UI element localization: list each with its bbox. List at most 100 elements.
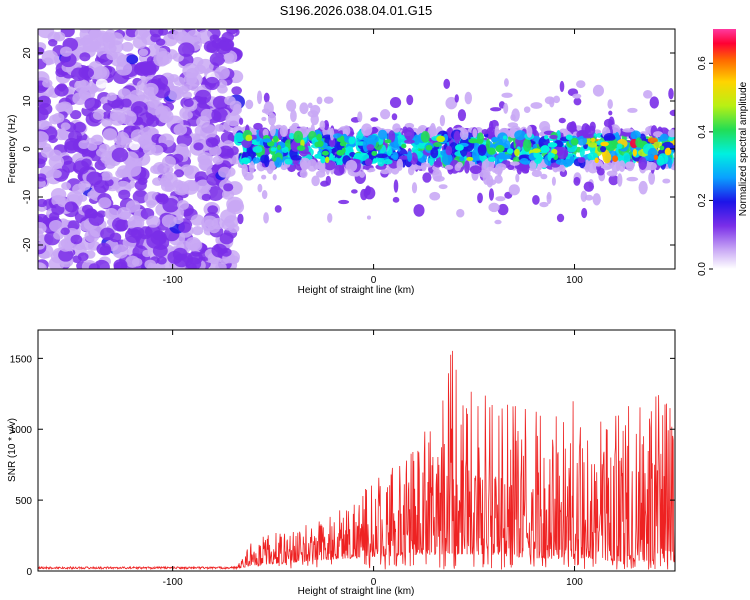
heatmap-cell bbox=[106, 92, 117, 101]
heatmap-cell bbox=[101, 118, 113, 128]
heatmap-cell bbox=[223, 183, 234, 192]
heatmap-cell bbox=[60, 122, 71, 131]
heatmap-cell bbox=[256, 90, 263, 105]
x-tick-label: 0 bbox=[371, 275, 377, 286]
heatmap-cell bbox=[556, 146, 569, 160]
heatmap-cell bbox=[603, 135, 616, 141]
heatmap-cell bbox=[173, 169, 185, 178]
heatmap-cell bbox=[143, 82, 159, 97]
heatmap-cell bbox=[88, 212, 105, 226]
heatmap-cell bbox=[466, 156, 474, 162]
heatmap-cell bbox=[489, 107, 502, 112]
heatmap-cell bbox=[234, 132, 245, 143]
heatmap-cell bbox=[495, 144, 505, 153]
heatmap-cell bbox=[459, 128, 469, 141]
heatmap-cell bbox=[84, 97, 100, 111]
heatmap-cell bbox=[339, 141, 346, 147]
heatmap-cell bbox=[317, 140, 324, 148]
heatmap-cell bbox=[197, 58, 214, 74]
heatmap-cell bbox=[67, 220, 80, 231]
heatmap-cell bbox=[241, 163, 248, 178]
heatmap-cell bbox=[514, 130, 527, 141]
heatmap-cell bbox=[79, 52, 91, 62]
heatmap-cell bbox=[375, 164, 387, 170]
heatmap-cell bbox=[172, 247, 188, 261]
heatmap-cell bbox=[190, 214, 205, 226]
heatmap-cell bbox=[195, 89, 212, 104]
heatmap-cell bbox=[54, 84, 69, 97]
heatmap-cell bbox=[429, 156, 434, 166]
heatmap-cell bbox=[138, 48, 149, 57]
heatmap-cell bbox=[332, 164, 345, 176]
spectrogram-heatmap bbox=[38, 29, 675, 269]
heatmap-cell bbox=[617, 173, 623, 187]
heatmap-cell bbox=[54, 128, 69, 141]
heatmap-cell bbox=[38, 262, 45, 269]
heatmap-cell bbox=[445, 145, 453, 156]
heatmap-cell bbox=[507, 164, 515, 171]
heatmap-cell bbox=[626, 176, 639, 182]
heatmap-cell bbox=[406, 94, 414, 106]
heatmap-cell bbox=[120, 211, 131, 220]
heatmap-cell bbox=[659, 145, 665, 151]
heatmap-cell bbox=[325, 156, 330, 164]
heatmap-cell bbox=[357, 111, 363, 123]
heatmap-cell bbox=[38, 119, 50, 130]
heatmap-cell bbox=[40, 146, 54, 158]
heatmap-cell bbox=[149, 29, 164, 38]
heatmap-cell bbox=[608, 110, 613, 116]
heatmap-cell bbox=[115, 169, 127, 179]
heatmap-cell bbox=[325, 175, 332, 186]
heatmap-cell bbox=[206, 186, 224, 201]
colorbar-gradient bbox=[713, 29, 736, 269]
heatmap-cell bbox=[588, 141, 598, 148]
heatmap-cell bbox=[377, 129, 388, 140]
heatmap-cell bbox=[41, 50, 59, 65]
heatmap-cell bbox=[262, 138, 272, 143]
heatmap-cell bbox=[577, 156, 586, 164]
heatmap-cell bbox=[583, 181, 595, 192]
heatmap-cell bbox=[263, 92, 270, 103]
heatmap-cell bbox=[392, 196, 400, 203]
heatmap-cell bbox=[556, 213, 565, 223]
heatmap-cell bbox=[433, 160, 443, 168]
heatmap-cell bbox=[296, 145, 306, 151]
heatmap-cell bbox=[60, 46, 73, 57]
heatmap-cell bbox=[73, 160, 90, 175]
heatmap-cell bbox=[84, 229, 100, 243]
heatmap-cell bbox=[429, 191, 441, 201]
heatmap-cell bbox=[611, 159, 620, 173]
heatmap-cell bbox=[669, 109, 675, 117]
heatmap-cell bbox=[553, 95, 561, 104]
x-tick-label: -100 bbox=[163, 577, 183, 588]
heatmap-cell bbox=[559, 80, 565, 93]
heatmap-cell bbox=[98, 143, 111, 153]
heatmap-cell bbox=[371, 150, 378, 156]
heatmap-cell bbox=[649, 96, 659, 109]
heatmap-cell bbox=[420, 130, 430, 143]
heatmap-cell bbox=[653, 154, 659, 161]
heatmap-cell bbox=[342, 125, 351, 136]
heatmap-cell bbox=[329, 137, 336, 148]
heatmap-cell bbox=[348, 136, 356, 145]
heatmap-cell bbox=[81, 91, 92, 100]
heatmap-cell bbox=[175, 143, 189, 155]
heatmap-cell bbox=[160, 172, 178, 187]
heatmap-cell bbox=[124, 161, 142, 177]
heatmap-cell bbox=[87, 190, 98, 199]
heatmap-cell bbox=[216, 41, 232, 55]
heatmap-cell bbox=[299, 102, 309, 115]
heatmap-cell bbox=[288, 132, 295, 140]
heatmap-cell bbox=[253, 122, 263, 130]
heatmap-cell bbox=[370, 117, 379, 122]
heatmap-cell bbox=[529, 160, 537, 170]
heatmap-cell bbox=[539, 201, 549, 208]
heatmap-cell bbox=[134, 180, 147, 191]
spectrogram-y-label: Frequency (Hz) bbox=[7, 115, 18, 184]
heatmap-cell bbox=[274, 205, 282, 213]
heatmap-cell bbox=[245, 99, 254, 110]
heatmap-cell bbox=[331, 157, 337, 162]
heatmap-cell bbox=[388, 130, 396, 143]
heatmap-cell bbox=[384, 139, 392, 144]
heatmap-cell bbox=[573, 97, 582, 106]
